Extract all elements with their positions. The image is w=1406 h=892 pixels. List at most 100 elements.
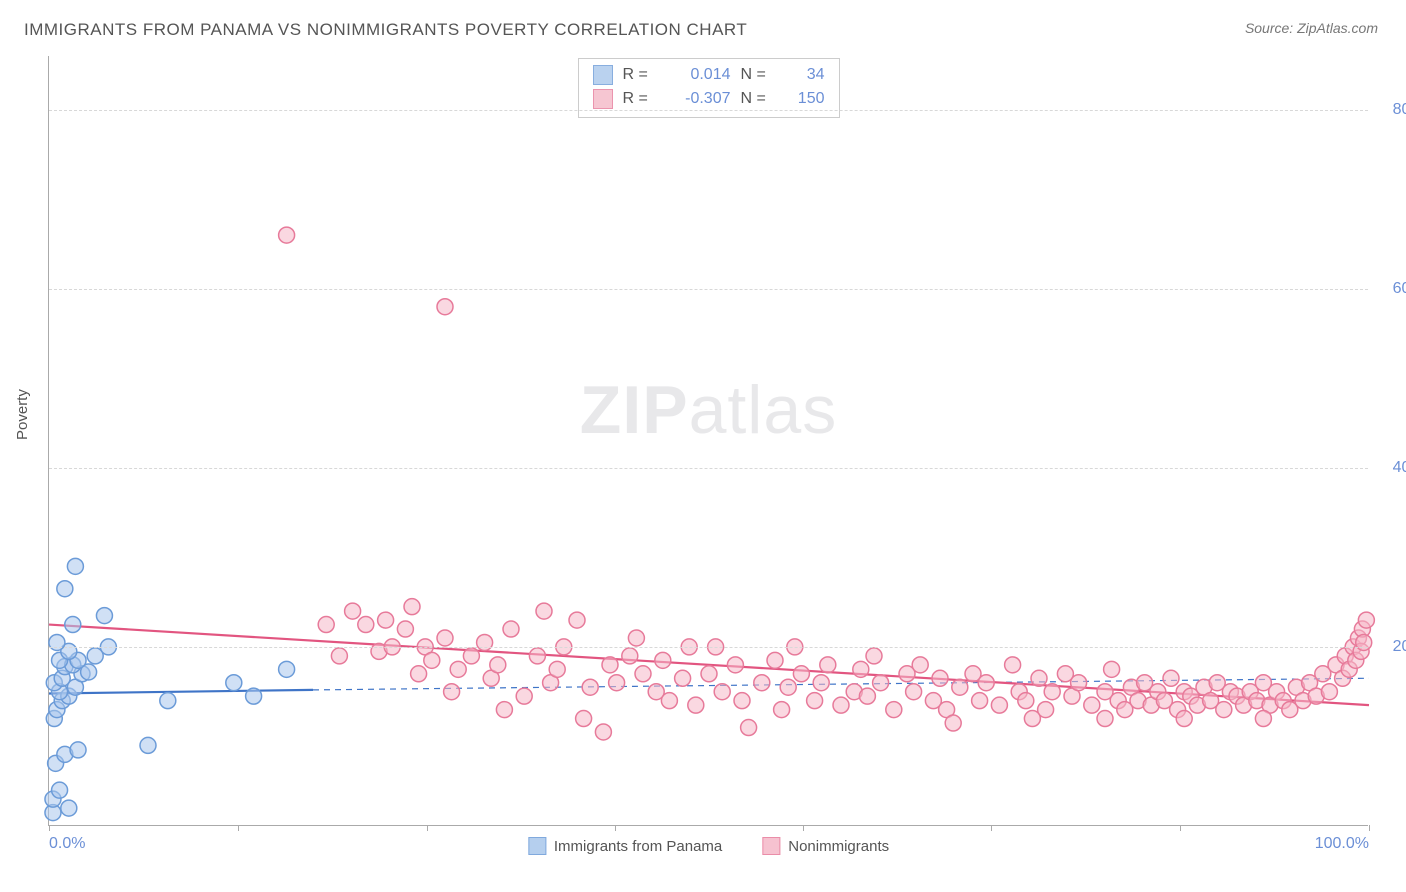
stats-row: R =0.014N =34 (593, 63, 825, 87)
legend-item: Immigrants from Panama (528, 837, 722, 855)
legend: Immigrants from Panama Nonimmigrants (528, 837, 889, 855)
data-point (734, 693, 750, 709)
data-point (741, 720, 757, 736)
data-point (61, 800, 77, 816)
data-point (701, 666, 717, 682)
data-point (358, 617, 374, 633)
data-point (655, 652, 671, 668)
data-point (859, 688, 875, 704)
data-point (345, 603, 361, 619)
data-point (279, 661, 295, 677)
data-point (714, 684, 730, 700)
y-axis-label: Poverty (14, 389, 31, 440)
data-point (1024, 711, 1040, 727)
data-point (96, 608, 112, 624)
data-point (536, 603, 552, 619)
stats-r-value: 0.014 (667, 63, 731, 87)
data-point (793, 666, 809, 682)
data-point (424, 652, 440, 668)
data-point (609, 675, 625, 691)
data-point (1321, 684, 1337, 700)
data-point (404, 599, 420, 615)
data-point (490, 657, 506, 673)
source-value: ZipAtlas.com (1297, 20, 1378, 36)
data-point (1084, 697, 1100, 713)
stats-r-value: -0.307 (667, 87, 731, 111)
data-point (444, 684, 460, 700)
gridline (49, 647, 1368, 648)
data-point (780, 679, 796, 695)
data-point (813, 675, 829, 691)
stats-row: R = -0.307 N = 150 (593, 87, 825, 111)
stats-r-label: R = (623, 87, 657, 111)
y-tick-label: 80.0% (1378, 101, 1406, 119)
data-point (450, 661, 466, 677)
data-point (378, 612, 394, 628)
data-point (463, 648, 479, 664)
stats-n-value: 34 (785, 63, 825, 87)
data-point (912, 657, 928, 673)
data-point (576, 711, 592, 727)
data-point (52, 782, 68, 798)
trend-line (49, 690, 313, 694)
x-tick-mark (49, 825, 50, 831)
x-tick-mark (1180, 825, 1181, 831)
chart-title: IMMIGRANTS FROM PANAMA VS NONIMMIGRANTS … (24, 20, 747, 40)
data-point (503, 621, 519, 637)
x-tick-mark (1369, 825, 1370, 831)
y-tick-label: 20.0% (1378, 638, 1406, 656)
data-point (496, 702, 512, 718)
data-point (820, 657, 836, 673)
data-point (529, 648, 545, 664)
data-point (622, 648, 638, 664)
y-tick-label: 40.0% (1378, 459, 1406, 477)
data-point (331, 648, 347, 664)
legend-item: Nonimmigrants (762, 837, 889, 855)
x-tick-mark (238, 825, 239, 831)
gridline (49, 289, 1368, 290)
y-tick-label: 60.0% (1378, 280, 1406, 298)
data-point (932, 670, 948, 686)
data-point (754, 675, 770, 691)
data-point (727, 657, 743, 673)
data-point (1216, 702, 1232, 718)
data-point (516, 688, 532, 704)
data-point (49, 634, 65, 650)
stats-n-label: N = (741, 87, 775, 111)
stats-swatch (593, 65, 613, 85)
gridline (49, 468, 1368, 469)
chart-svg (49, 56, 1368, 825)
data-point (65, 617, 81, 633)
data-point (279, 227, 295, 243)
x-tick-mark (427, 825, 428, 831)
data-point (1255, 711, 1271, 727)
stats-swatch (593, 89, 613, 109)
data-point (675, 670, 691, 686)
data-point (246, 688, 262, 704)
data-point (595, 724, 611, 740)
data-point (833, 697, 849, 713)
x-tick-mark (991, 825, 992, 831)
data-point (477, 634, 493, 650)
stats-n-value: 150 (785, 87, 825, 111)
data-point (57, 581, 73, 597)
stats-r-label: R = (623, 63, 657, 87)
legend-label: Nonimmigrants (788, 838, 889, 855)
data-point (1031, 670, 1047, 686)
legend-swatch (762, 837, 780, 855)
data-point (160, 693, 176, 709)
data-point (886, 702, 902, 718)
data-point (1005, 657, 1021, 673)
data-point (549, 661, 565, 677)
data-point (635, 666, 651, 682)
plot-area: ZIPatlas R =0.014N =34R =-0.307N =150 Im… (48, 56, 1368, 826)
data-point (437, 299, 453, 315)
x-tick-label: 100.0% (1315, 835, 1369, 853)
data-point (906, 684, 922, 700)
data-point (853, 661, 869, 677)
data-point (661, 693, 677, 709)
legend-label: Immigrants from Panama (554, 838, 722, 855)
data-point (952, 679, 968, 695)
data-point (978, 675, 994, 691)
data-point (318, 617, 334, 633)
